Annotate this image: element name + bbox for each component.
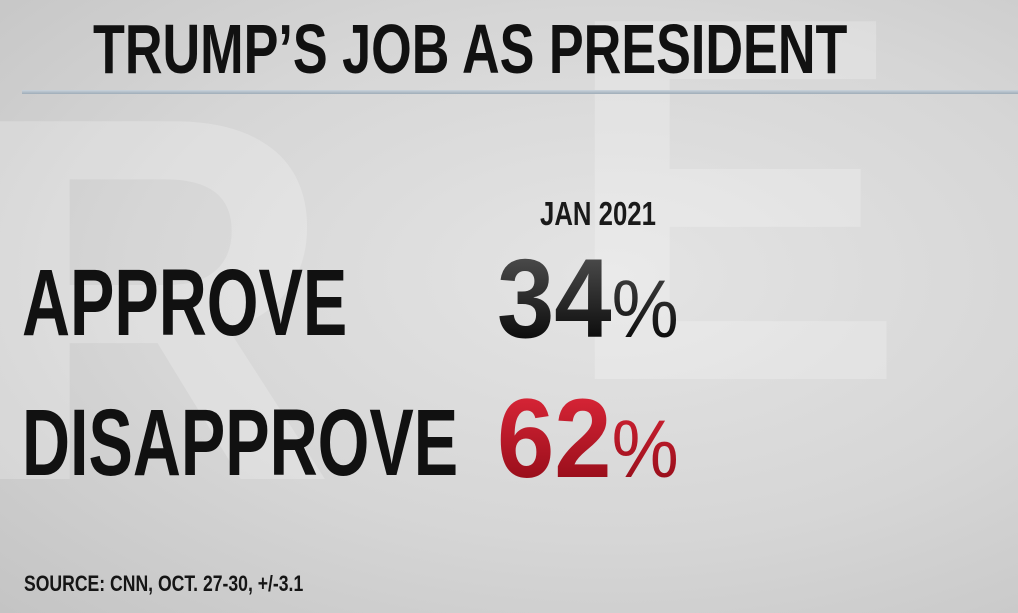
percent-sign: % <box>611 404 679 495</box>
column-header: JAN 2021 <box>540 195 656 232</box>
approve-number: 34 <box>497 236 612 361</box>
disapprove-label: DISAPPROVE <box>22 390 459 496</box>
approve-label: APPROVE <box>22 250 348 356</box>
source-note: SOURCE: CNN, OCT. 27-30, +/-3.1 <box>24 571 304 596</box>
approve-value: 34% <box>497 243 679 355</box>
percent-sign: % <box>611 264 679 355</box>
background-watermark-letter: R <box>0 9 336 590</box>
disapprove-number: 62 <box>497 376 612 501</box>
disapprove-value: 62% <box>497 383 679 495</box>
title-divider <box>22 90 1018 94</box>
background-watermark-letter: E <box>560 0 907 490</box>
graphic-title: TRUMP’S JOB AS PRESIDENT <box>93 10 848 88</box>
